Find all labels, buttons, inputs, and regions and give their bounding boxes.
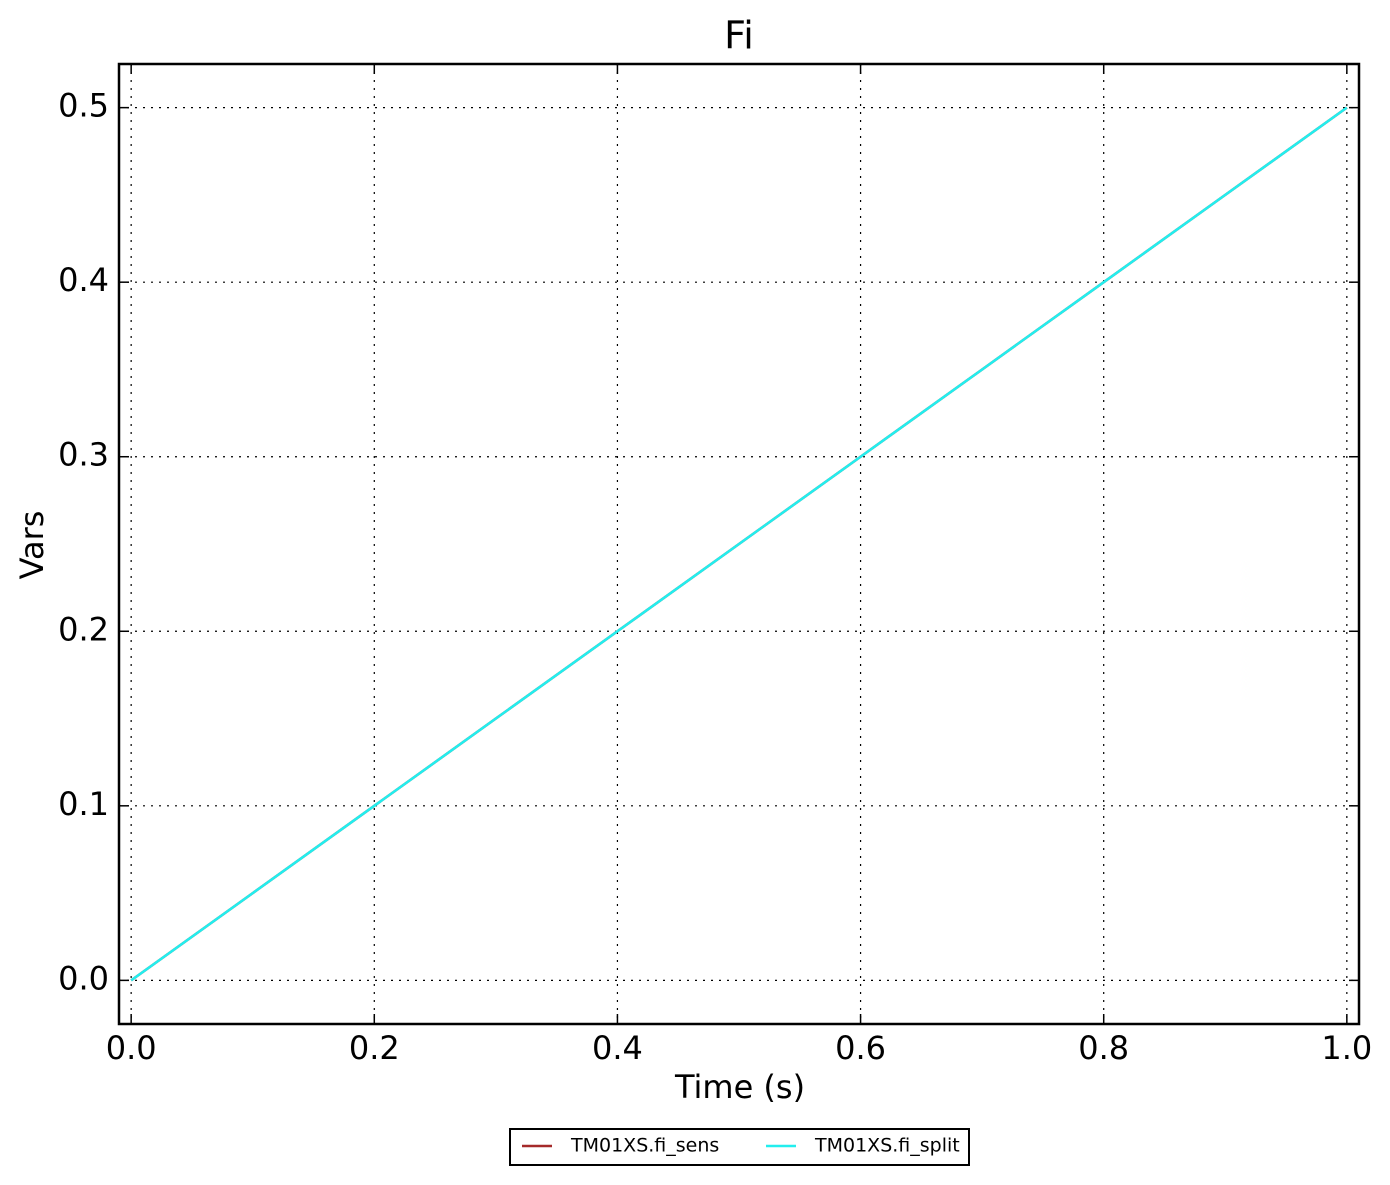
y-tick-label: 0.2 xyxy=(58,610,109,648)
y-tick-label: 0.3 xyxy=(58,436,109,474)
legend-label: TM01XS.fi_split xyxy=(814,1135,960,1157)
y-tick-label: 0.5 xyxy=(58,87,109,125)
chart-title: Fi xyxy=(724,14,754,58)
legend: TM01XS.fi_sens TM01XS.fi_split xyxy=(509,1128,970,1166)
x-tick-label: 0.8 xyxy=(1078,1029,1129,1067)
x-tick-label: 1.0 xyxy=(1321,1029,1372,1067)
x-tick-label: 0.6 xyxy=(835,1029,886,1067)
x-tick-label: 0.4 xyxy=(592,1029,643,1067)
legend-label: TM01XS.fi_sens xyxy=(570,1135,719,1157)
y-tick-label: 0.0 xyxy=(58,959,109,997)
plot-frame xyxy=(117,62,1361,1026)
x-tick-label: 0.2 xyxy=(349,1029,400,1067)
data-line xyxy=(130,106,1348,982)
legend-frame xyxy=(509,1128,970,1166)
x-tick-label: 0.0 xyxy=(106,1029,157,1067)
y-axis-label: Vars xyxy=(13,511,51,580)
y-tick-label: 0.1 xyxy=(58,785,109,823)
y-tick-label: 0.4 xyxy=(58,261,109,299)
x-axis-label: Time (s) xyxy=(674,1068,805,1106)
